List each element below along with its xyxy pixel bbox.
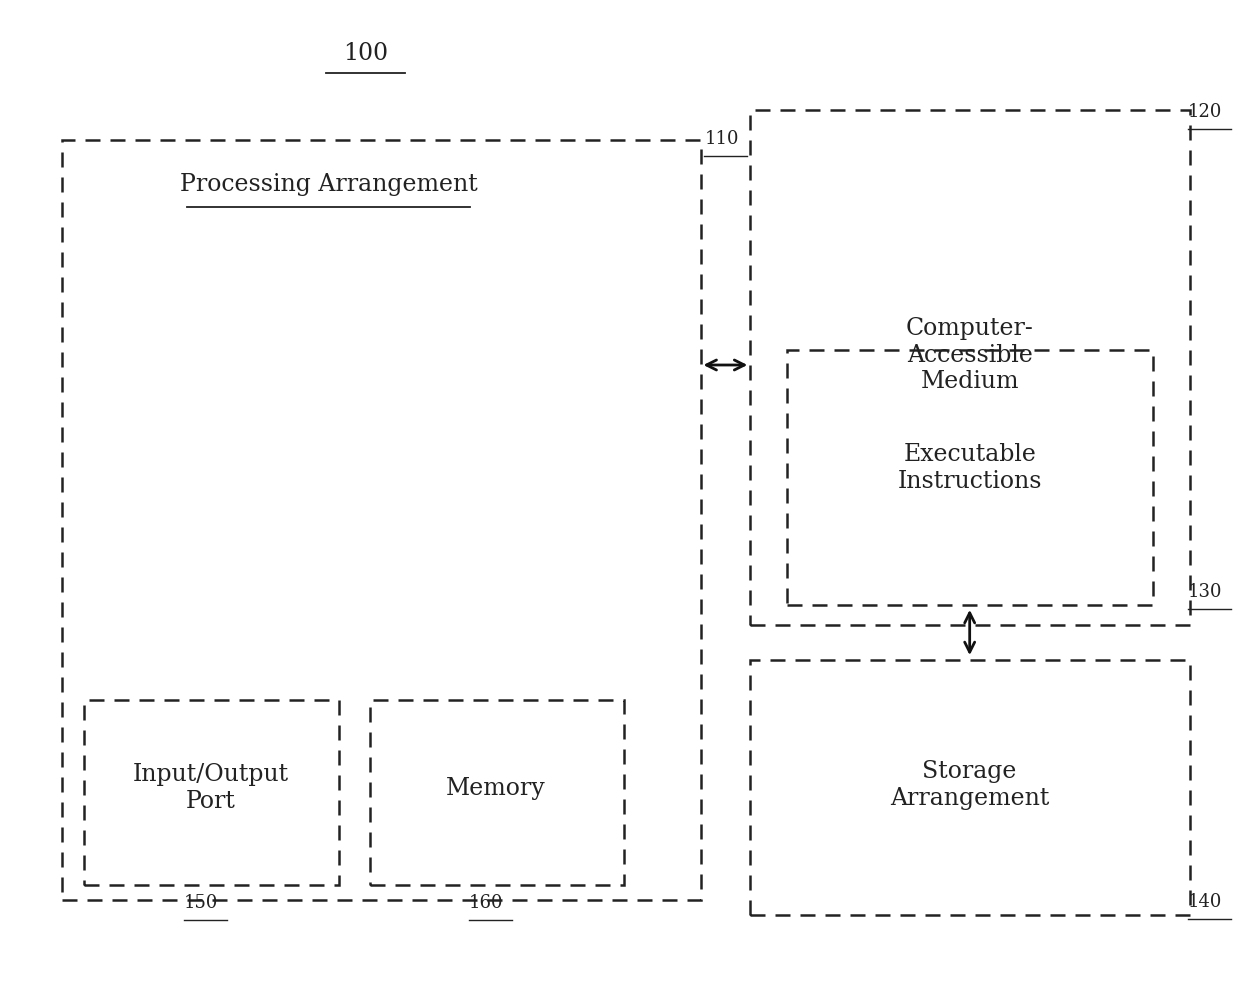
- Text: 100: 100: [343, 42, 388, 65]
- Text: 130: 130: [1188, 583, 1223, 601]
- Text: 160: 160: [469, 894, 503, 912]
- Text: 150: 150: [184, 894, 218, 912]
- Text: 140: 140: [1188, 893, 1223, 911]
- Text: Storage
Arrangement: Storage Arrangement: [890, 760, 1049, 810]
- Text: Memory: Memory: [446, 776, 546, 800]
- Text: 120: 120: [1188, 103, 1223, 121]
- Text: Processing Arrangement: Processing Arrangement: [180, 174, 477, 196]
- Text: Computer-
Accessible
Medium: Computer- Accessible Medium: [905, 317, 1034, 393]
- Text: Executable
Instructions: Executable Instructions: [898, 443, 1042, 493]
- Text: Input/Output
Port: Input/Output Port: [133, 763, 289, 813]
- Text: 110: 110: [704, 130, 739, 148]
